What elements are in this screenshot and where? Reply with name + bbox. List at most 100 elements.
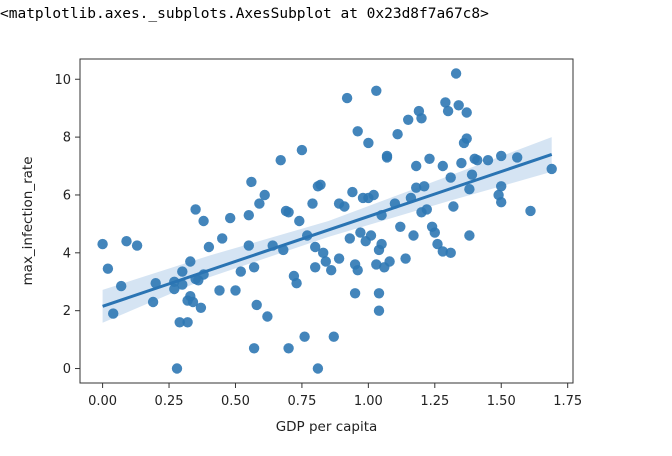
data-point <box>437 246 448 257</box>
data-point <box>174 317 185 328</box>
data-point <box>328 331 339 342</box>
data-point <box>421 204 432 215</box>
data-point <box>496 150 507 162</box>
cell-output-repr: <matplotlib.axes._subplots.AxesSubplot a… <box>0 6 489 22</box>
data-point <box>344 233 355 244</box>
data-point <box>384 256 395 267</box>
data-point <box>299 331 310 342</box>
data-point <box>243 240 254 251</box>
data-point <box>445 247 456 258</box>
data-point <box>411 182 422 193</box>
x-axis-label: GDP per capita <box>276 419 378 435</box>
data-point <box>482 155 494 166</box>
data-point <box>214 285 225 296</box>
y-tick-label: 6 <box>63 188 71 203</box>
data-point <box>512 152 523 163</box>
data-point <box>121 236 132 247</box>
x-ticks: 0.00 0.25 0.50 0.75 1.00 1.25 1.50 1.75 <box>88 383 582 409</box>
data-point <box>217 233 228 244</box>
data-point <box>147 296 159 308</box>
data-point <box>400 253 411 264</box>
x-tick-label: 0.75 <box>287 394 316 409</box>
x-tick-label: 1.75 <box>553 394 582 409</box>
data-point <box>355 227 366 238</box>
y-tick-label: 2 <box>63 304 71 319</box>
data-point <box>177 279 188 290</box>
data-point <box>108 308 119 319</box>
data-point <box>461 107 472 118</box>
data-point <box>259 189 270 201</box>
data-point <box>235 266 246 277</box>
x-tick-label: 1.00 <box>354 394 383 409</box>
data-point <box>466 169 478 180</box>
data-point <box>347 186 358 198</box>
data-point <box>230 285 241 296</box>
data-point <box>294 215 305 227</box>
data-point <box>296 144 308 156</box>
y-axis-label: max_infection_rate <box>20 157 36 286</box>
data-point <box>437 160 448 172</box>
data-point <box>254 198 265 209</box>
data-point <box>376 238 387 250</box>
data-point <box>371 85 382 97</box>
x-tick-label: 0.00 <box>88 394 117 409</box>
data-point <box>283 207 294 218</box>
data-point <box>225 212 236 224</box>
data-point <box>445 172 456 183</box>
data-point <box>116 280 127 292</box>
data-point <box>198 215 209 227</box>
data-point <box>448 201 459 212</box>
data-point <box>464 230 475 241</box>
data-point <box>203 241 215 253</box>
data-point <box>432 238 443 250</box>
y-tick-label: 10 <box>54 73 71 88</box>
data-point <box>283 343 294 354</box>
data-point <box>187 296 199 308</box>
data-point <box>403 114 414 126</box>
data-point <box>472 155 483 166</box>
data-point <box>416 113 427 124</box>
data-point <box>310 241 321 253</box>
data-point <box>411 160 422 172</box>
y-tick-label: 0 <box>63 362 71 377</box>
data-point <box>525 205 536 217</box>
data-point <box>442 105 454 117</box>
data-point <box>464 184 475 195</box>
regression-line-layer <box>102 153 553 308</box>
points-layer <box>97 68 557 374</box>
data-point <box>365 230 377 241</box>
x-tick-label: 0.25 <box>155 394 184 409</box>
x-tick-label: 1.50 <box>487 394 516 409</box>
data-point <box>307 198 318 209</box>
data-point <box>275 155 286 166</box>
data-point <box>320 256 331 267</box>
axes-frame <box>79 58 574 384</box>
data-point <box>546 163 557 175</box>
data-point <box>373 305 385 316</box>
data-point <box>318 247 329 258</box>
data-point <box>371 259 382 270</box>
data-point <box>419 181 430 192</box>
data-point <box>496 197 507 208</box>
data-point <box>373 288 385 299</box>
data-point <box>185 256 196 267</box>
data-point <box>496 181 507 192</box>
data-point <box>352 265 363 276</box>
data-point <box>102 263 114 274</box>
data-point <box>243 210 254 221</box>
data-point <box>190 204 201 215</box>
y-tick-label: 8 <box>63 131 71 146</box>
data-point <box>408 230 419 241</box>
x-tick-label: 1.25 <box>420 394 449 409</box>
x-tick-label: 0.50 <box>221 394 250 409</box>
data-point <box>429 227 440 238</box>
data-point <box>450 68 462 79</box>
data-point <box>341 92 353 104</box>
data-point <box>352 126 363 137</box>
data-point <box>182 317 193 328</box>
data-point <box>248 343 260 354</box>
data-point <box>248 262 260 273</box>
data-point <box>368 189 379 201</box>
data-point <box>339 201 350 212</box>
data-point <box>315 179 326 190</box>
